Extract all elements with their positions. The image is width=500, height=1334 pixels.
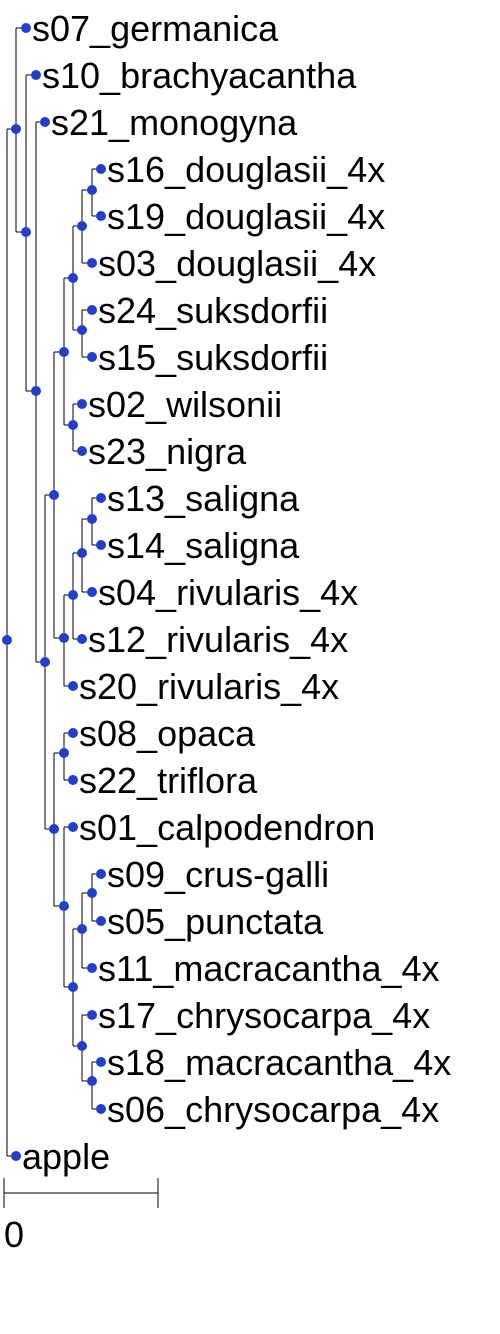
tip-label: s14_saligna	[107, 525, 300, 566]
internal-node	[77, 221, 87, 231]
tip-node	[31, 70, 41, 80]
tip-label: s22_triflora	[79, 760, 258, 801]
internal-node	[68, 590, 78, 600]
tip-node	[77, 446, 87, 456]
tip-node	[77, 399, 87, 409]
scale-bar-label: 0	[4, 1214, 24, 1255]
tip-label: s01_calpodendron	[79, 807, 375, 848]
tip-node	[11, 1151, 21, 1161]
tip-node	[68, 775, 78, 785]
tip-label: s17_chrysocarpa_4x	[98, 995, 430, 1036]
tip-label: s19_douglasii_4x	[107, 196, 385, 237]
tip-node	[96, 493, 106, 503]
tip-label: s05_punctata	[107, 901, 324, 942]
internal-node	[68, 420, 78, 430]
tip-node	[87, 963, 97, 973]
tip-label: s18_macracantha_4x	[107, 1042, 451, 1083]
tip-label: s23_nigra	[88, 431, 247, 472]
internal-node	[31, 386, 41, 396]
internal-node	[59, 633, 69, 643]
internal-node	[77, 325, 87, 335]
internal-node	[77, 1041, 87, 1051]
internal-node	[21, 227, 31, 237]
tip-label: s16_douglasii_4x	[107, 149, 385, 190]
tip-label: s21_monogyna	[51, 102, 298, 143]
tip-node	[68, 822, 78, 832]
tip-node	[77, 634, 87, 644]
internal-node	[40, 657, 50, 667]
internal-node	[87, 514, 97, 524]
tip-label: s04_rivularis_4x	[98, 572, 358, 613]
tip-node	[96, 916, 106, 926]
tip-label: s03_douglasii_4x	[98, 243, 376, 284]
tip-node	[21, 23, 31, 33]
internal-node	[59, 347, 69, 357]
tip-label: s02_wilsonii	[88, 384, 282, 425]
tip-node	[87, 1010, 97, 1020]
scale-bar: 0	[3, 1178, 159, 1255]
tip-node	[87, 352, 97, 362]
tip-label: s10_brachyacantha	[42, 55, 357, 96]
tip-label: s24_suksdorfii	[98, 290, 328, 331]
internal-node	[77, 548, 87, 558]
internal-node	[59, 748, 69, 758]
tip-label: s20_rivularis_4x	[79, 666, 339, 707]
tip-node	[96, 164, 106, 174]
internal-node	[2, 635, 12, 645]
tip-label: s12_rivularis_4x	[88, 619, 348, 660]
tip-label: s06_chrysocarpa_4x	[107, 1089, 439, 1130]
internal-node	[49, 490, 59, 500]
tree-edges	[6, 27, 101, 1157]
tip-node	[68, 728, 78, 738]
internal-node	[87, 1076, 97, 1086]
tip-label: s08_opaca	[79, 713, 256, 754]
tree-nodes	[2, 23, 106, 1161]
tip-label: s15_suksdorfii	[98, 337, 328, 378]
internal-node	[87, 888, 97, 898]
internal-node	[87, 185, 97, 195]
tip-label: apple	[22, 1136, 110, 1177]
tip-labels: s07_germanica s10_brachyacantha s21_monogy…	[22, 8, 451, 1177]
internal-node	[59, 901, 69, 911]
tip-node	[87, 587, 97, 597]
tip-node	[96, 1057, 106, 1067]
internal-node	[11, 124, 21, 134]
tip-label: s07_germanica	[32, 8, 279, 49]
tip-node	[96, 540, 106, 550]
tip-node	[87, 305, 97, 315]
tip-node	[96, 1104, 106, 1114]
tip-node	[40, 117, 50, 127]
tip-node	[68, 681, 78, 691]
tip-node	[96, 869, 106, 879]
tip-label: s09_crus-galli	[107, 854, 329, 895]
tip-node	[96, 211, 106, 221]
internal-node	[68, 982, 78, 992]
internal-node	[68, 273, 78, 283]
tip-label: s13_saligna	[107, 478, 300, 519]
internal-node	[49, 824, 59, 834]
tip-node	[87, 258, 97, 268]
tip-label: s11_macracantha_4x	[98, 948, 440, 989]
internal-node	[77, 924, 87, 934]
